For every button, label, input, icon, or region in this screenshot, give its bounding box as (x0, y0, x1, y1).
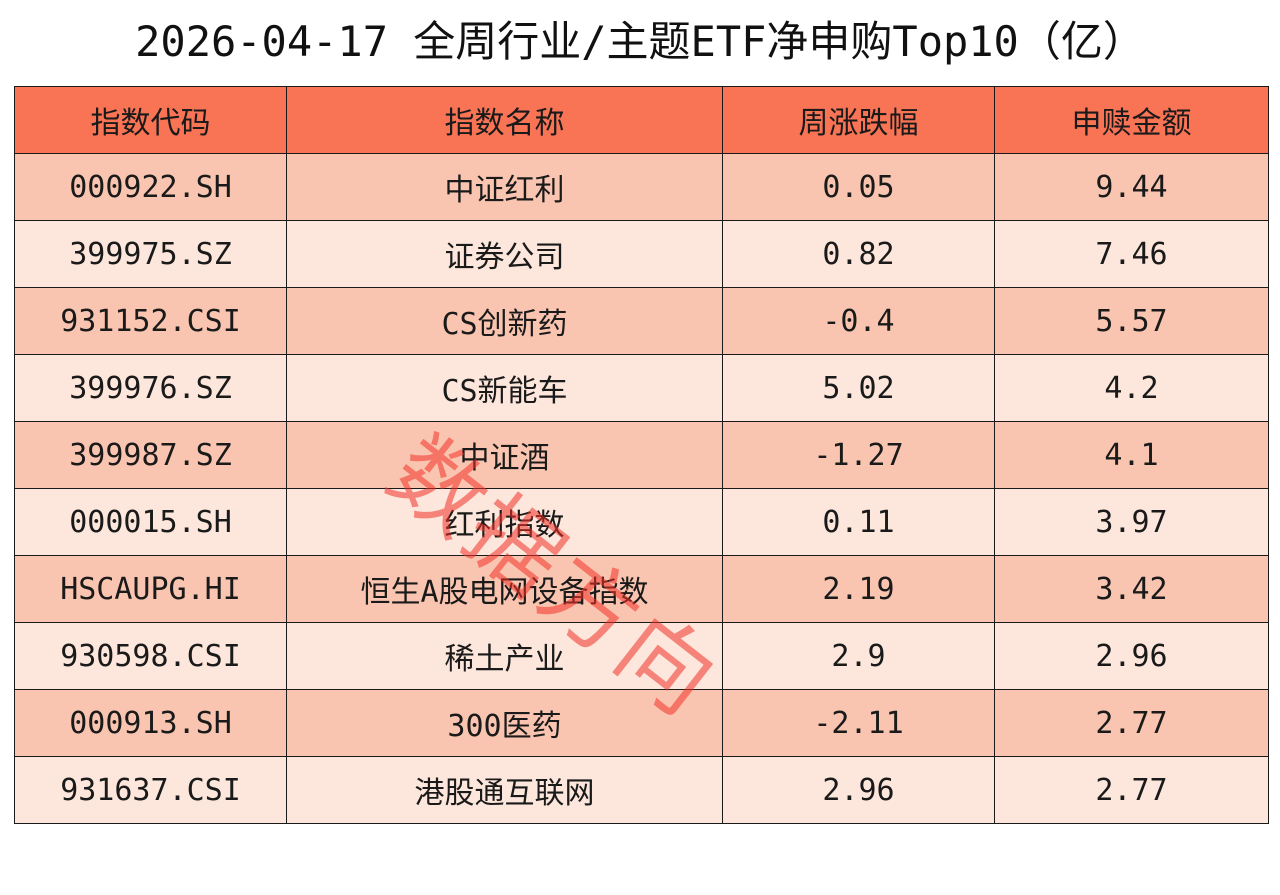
table-row: 399976.SZ CS新能车 5.02 4.2 (14, 354, 1269, 422)
table-row: 000913.SH 300医药 -2.11 2.77 (14, 689, 1269, 757)
table-cell: 港股通互联网 (286, 756, 723, 824)
table-cell: 中证红利 (286, 153, 723, 221)
table-cell: 3.97 (994, 488, 1269, 556)
table-row: 930598.CSI 稀土产业 2.9 2.96 (14, 622, 1269, 690)
table-body: 000922.SH 中证红利 0.05 9.44 399975.SZ 证券公司 0.82 7.… (14, 153, 1269, 824)
table-cell: 000015.SH (14, 488, 287, 556)
table-cell: 931637.CSI (14, 756, 287, 824)
table-cell: 5.57 (994, 287, 1269, 355)
chart-title: 2026-04-17 全周行业/主题ETF净申购Top10（亿） (135, 17, 1145, 66)
table-cell: 0.11 (722, 488, 995, 556)
table-cell: -1.27 (722, 421, 995, 489)
table-cell: 红利指数 (286, 488, 723, 556)
table-row: 000922.SH 中证红利 0.05 9.44 (14, 153, 1269, 221)
table-row: 399987.SZ 中证酒 -1.27 4.1 (14, 421, 1269, 489)
table-row: 399975.SZ 证券公司 0.82 7.46 (14, 220, 1269, 288)
table-cell: 399987.SZ (14, 421, 287, 489)
table-cell: 930598.CSI (14, 622, 287, 690)
table-cell: 4.1 (994, 421, 1269, 489)
table-cell: 2.77 (994, 689, 1269, 757)
table-row: 000015.SH 红利指数 0.11 3.97 (14, 488, 1269, 556)
table-cell: 恒生A股电网设备指数 (286, 555, 723, 623)
table-cell: CS新能车 (286, 354, 723, 422)
column-header: 申赎金额 (994, 86, 1269, 154)
table-cell: 3.42 (994, 555, 1269, 623)
table-cell: HSCAUPG.HI (14, 555, 287, 623)
table-cell: 5.02 (722, 354, 995, 422)
table-cell: 2.77 (994, 756, 1269, 824)
table-cell: 证券公司 (286, 220, 723, 288)
table-cell: 9.44 (994, 153, 1269, 221)
table-cell: 399976.SZ (14, 354, 287, 422)
header-row: 指数代码 指数名称 周涨跌幅 申赎金额 (14, 86, 1269, 154)
table-cell: 4.2 (994, 354, 1269, 422)
column-header: 指数代码 (14, 86, 287, 154)
table-cell: -2.11 (722, 689, 995, 757)
table-row: 931152.CSI CS创新药 -0.4 5.57 (14, 287, 1269, 355)
table-cell: 931152.CSI (14, 287, 287, 355)
table-cell: 0.82 (722, 220, 995, 288)
table-cell: CS创新药 (286, 287, 723, 355)
table-cell: 300医药 (286, 689, 723, 757)
table-cell: 2.9 (722, 622, 995, 690)
table-cell: 稀土产业 (286, 622, 723, 690)
column-header: 指数名称 (286, 86, 723, 154)
table-cell: 2.96 (994, 622, 1269, 690)
table-cell: 2.96 (722, 756, 995, 824)
etf-table: 指数代码 指数名称 周涨跌幅 申赎金额 000922.SH 中证红利 0.05 9.44 39… (14, 86, 1269, 824)
table-cell: 中证酒 (286, 421, 723, 489)
table-cell: 2.19 (722, 555, 995, 623)
table-cell: 399975.SZ (14, 220, 287, 288)
table-cell: 0.05 (722, 153, 995, 221)
column-header: 周涨跌幅 (722, 86, 995, 154)
table-cell: 000922.SH (14, 153, 287, 221)
table-cell: 7.46 (994, 220, 1269, 288)
table-row: 931637.CSI 港股通互联网 2.96 2.77 (14, 756, 1269, 824)
table-cell: -0.4 (722, 287, 995, 355)
table-row: HSCAUPG.HI 恒生A股电网设备指数 2.19 3.42 (14, 555, 1269, 623)
table-cell: 000913.SH (14, 689, 287, 757)
